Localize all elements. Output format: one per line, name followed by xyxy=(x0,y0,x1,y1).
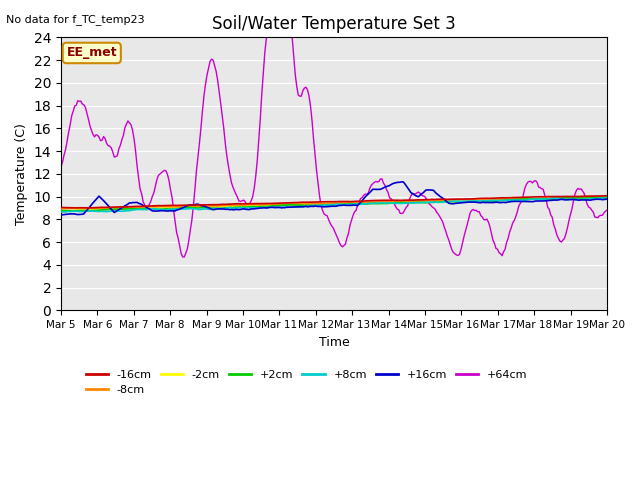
Text: EE_met: EE_met xyxy=(67,47,117,60)
Title: Soil/Water Temperature Set 3: Soil/Water Temperature Set 3 xyxy=(212,15,456,33)
X-axis label: Time: Time xyxy=(319,336,349,349)
Text: No data for f_TC_temp23: No data for f_TC_temp23 xyxy=(6,14,145,25)
Legend: -16cm, -8cm, -2cm, +2cm, +8cm, +16cm, +64cm: -16cm, -8cm, -2cm, +2cm, +8cm, +16cm, +6… xyxy=(81,365,532,400)
Y-axis label: Temperature (C): Temperature (C) xyxy=(15,123,28,225)
